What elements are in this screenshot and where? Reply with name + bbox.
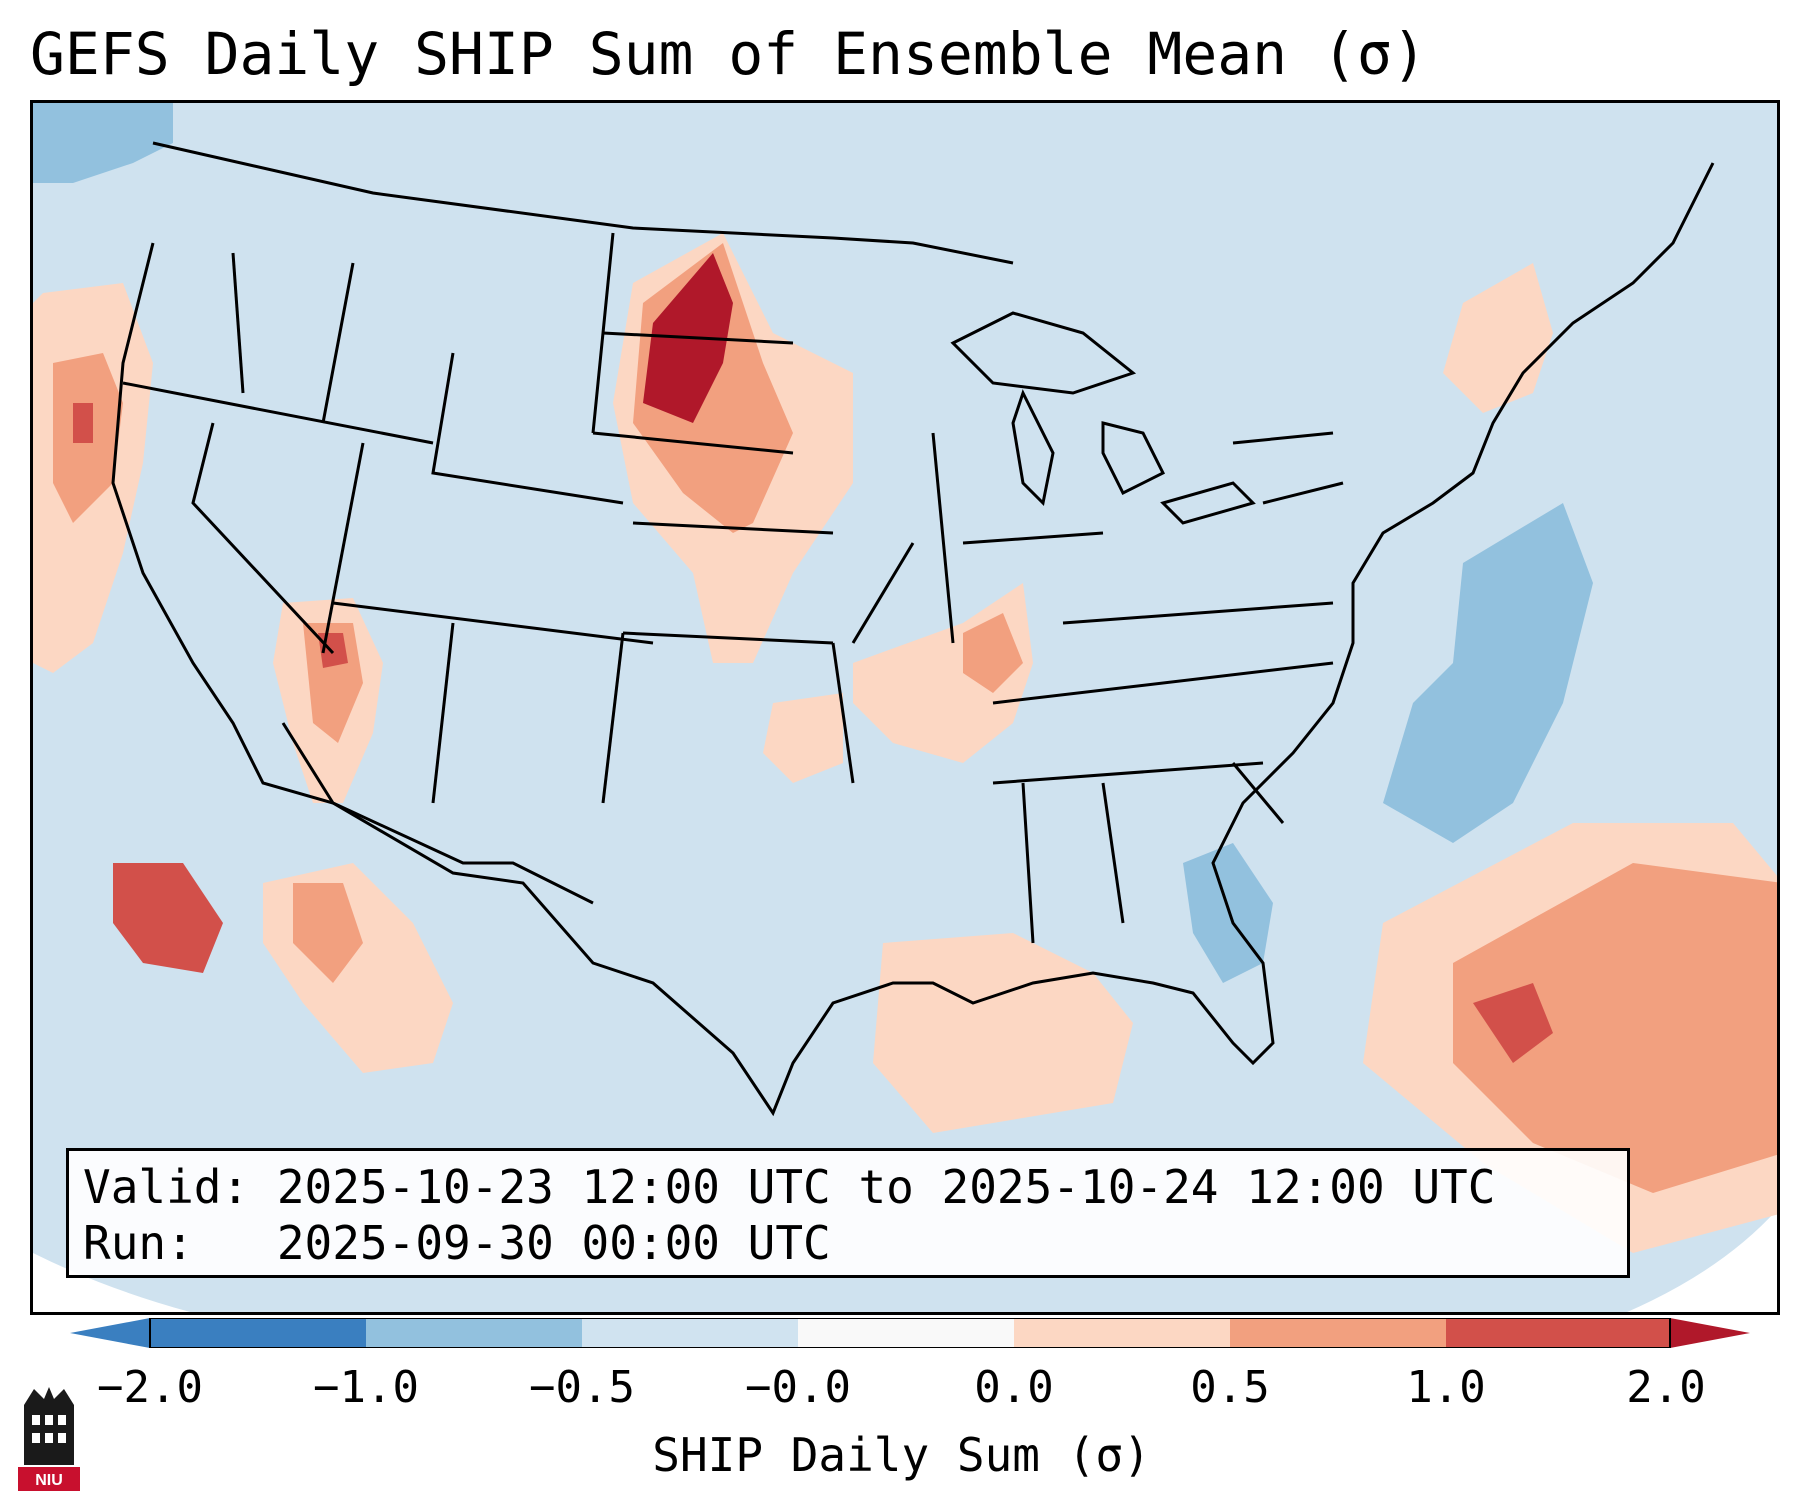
colorbar-tick-label: 2.0 (1626, 1362, 1706, 1413)
page-title: GEFS Daily SHIP Sum of Ensemble Mean (σ) (30, 20, 1427, 88)
state-line (1101, 782, 1125, 924)
state-line (1232, 431, 1334, 445)
anomaly-positive-region (1473, 983, 1553, 1063)
colorbar-segment (366, 1318, 582, 1348)
colorbar-tick-label: 0.5 (1190, 1362, 1270, 1413)
state-line (122, 381, 434, 445)
logo-tower (24, 1387, 74, 1465)
colorbar-segment (1230, 1318, 1446, 1348)
colorbar (70, 1318, 1750, 1348)
anomaly-positive-region (763, 693, 843, 783)
valid-line: Valid: 2025-10-23 12:00 UTC to 2025-10-2… (83, 1160, 1496, 1214)
colorbar-segment (1446, 1318, 1670, 1348)
colorbar-tick-label: 1.0 (1406, 1362, 1486, 1413)
anomaly-positive-region (1443, 263, 1553, 413)
anomaly-positive-region (303, 623, 363, 743)
logo-text: NIU (35, 1472, 63, 1489)
lake-michigan (1011, 389, 1055, 507)
colorbar-tick-label: −0.0 (745, 1362, 851, 1413)
state-line (191, 422, 335, 655)
projection-corner-left (33, 1253, 191, 1312)
state-line (332, 601, 654, 645)
colorbar-outline (149, 1318, 1671, 1348)
state-line (321, 442, 365, 654)
colorbar-segment (582, 1318, 798, 1348)
lake-huron (1101, 421, 1166, 496)
state-line (1231, 762, 1285, 824)
great-lakes (950, 311, 1256, 525)
state-line (992, 661, 1334, 705)
colorbar-segment (1014, 1318, 1230, 1348)
logo-banner (18, 1467, 80, 1491)
state-line (632, 521, 834, 535)
colorbar-tick-label: 0.0 (974, 1362, 1054, 1413)
state-line (431, 352, 624, 505)
state-line (1021, 782, 1035, 944)
border-canada (152, 141, 1014, 265)
colorbar-segment (798, 1318, 1014, 1348)
state-line (602, 331, 794, 345)
lake-erie (1160, 481, 1256, 525)
colorbar-segment (150, 1318, 366, 1348)
state-line (431, 622, 455, 804)
state-line (592, 431, 794, 455)
colorbar-extend-right (1670, 1318, 1750, 1348)
border-mexico (281, 722, 594, 905)
state-line (831, 642, 855, 784)
state-line (931, 432, 955, 644)
anomaly-positive-region (113, 863, 223, 973)
colorbar-tick-label: −0.5 (529, 1362, 635, 1413)
colorbar-extend-left (70, 1318, 150, 1348)
anomaly-positive-region (73, 403, 93, 443)
boundaries (111, 141, 1715, 1117)
anomaly-field (33, 103, 1777, 1253)
projection-corner-right (1627, 1209, 1777, 1312)
state-line (321, 262, 355, 424)
state-line (601, 632, 625, 804)
anomaly-negative-region (1383, 503, 1593, 843)
anomaly-positive-region (873, 933, 1133, 1133)
anomaly-negative-region (33, 103, 173, 183)
state-line (992, 761, 1264, 785)
colorbar-tick-label: −2.0 (97, 1362, 203, 1413)
info-box: Valid: 2025-10-23 12:00 UTC to 2025-10-2… (66, 1148, 1630, 1278)
anomaly-positive-region (293, 883, 363, 983)
state-line (1062, 601, 1334, 625)
state-line (962, 531, 1104, 545)
lake-superior (950, 311, 1137, 395)
colorbar-label: SHIP Daily Sum (σ) (652, 1428, 1151, 1482)
map-panel[interactable] (30, 100, 1780, 1315)
anomaly-positive-region (963, 613, 1023, 693)
state-line (1262, 481, 1344, 505)
state-line (231, 252, 245, 394)
state-line (622, 631, 834, 645)
run-line: Run: 2025-09-30 00:00 UTC (83, 1216, 831, 1270)
niu-logo: NIU (18, 1387, 80, 1491)
state-line (851, 542, 915, 644)
colorbar-tick-label: −1.0 (313, 1362, 419, 1413)
map-canvas[interactable] (33, 103, 1780, 1315)
anomaly-positive-region (1453, 863, 1777, 1193)
